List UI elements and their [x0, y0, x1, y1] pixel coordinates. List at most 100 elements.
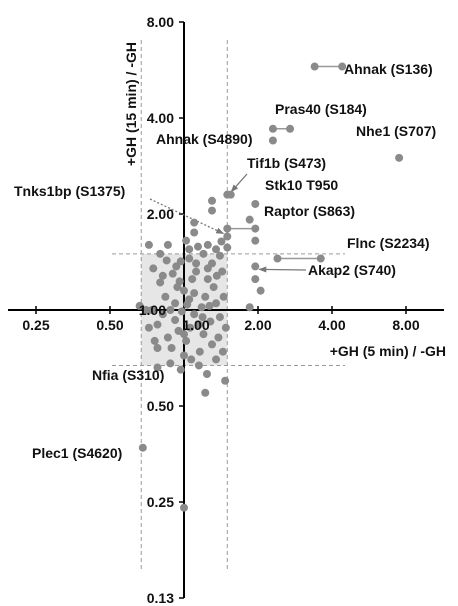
- labeled-data-point: [251, 224, 260, 233]
- data-point: [198, 313, 207, 322]
- data-point: [135, 301, 144, 310]
- labeled-data-point: [268, 136, 277, 145]
- data-point: [185, 245, 194, 254]
- data-point: [215, 251, 224, 260]
- data-point: [212, 271, 221, 280]
- data-point: [182, 236, 191, 245]
- data-point: [167, 344, 176, 353]
- data-point: [202, 369, 211, 378]
- data-point: [209, 283, 218, 292]
- data-point: [149, 264, 158, 273]
- x-tick-label: 1.00: [182, 317, 209, 333]
- data-point: [158, 310, 167, 319]
- x-tick-label: 0.25: [22, 317, 49, 333]
- labeled-data-point: [251, 199, 260, 208]
- data-point: [150, 336, 159, 345]
- data-point: [192, 267, 201, 276]
- data-point: [197, 303, 206, 312]
- data-point: [199, 249, 208, 258]
- labeled-data-point: [338, 62, 347, 71]
- data-point: [177, 307, 186, 316]
- data-point: [214, 333, 223, 342]
- data-point: [217, 237, 226, 246]
- labeled-data-point: [316, 254, 325, 263]
- data-point: [180, 351, 188, 360]
- y-tick-label: 4.00: [147, 110, 174, 126]
- data-point: [256, 286, 265, 295]
- labeled-data-point: [395, 153, 404, 162]
- data-point: [206, 317, 215, 326]
- x-tick-label: 2.00: [244, 317, 271, 333]
- data-point: [153, 344, 162, 353]
- data-point: [208, 196, 217, 205]
- label-arrow: [258, 266, 307, 273]
- data-point: [201, 292, 210, 301]
- data-point: [221, 376, 230, 385]
- data-point: [251, 236, 260, 245]
- point-label: Ahnak (S136): [344, 61, 433, 77]
- labeled-data-point: [251, 262, 260, 271]
- data-point: [212, 245, 221, 254]
- x-tick-label: 0.50: [96, 317, 123, 333]
- data-point: [162, 256, 171, 265]
- data-point: [221, 323, 230, 332]
- data-point: [203, 275, 212, 284]
- labeled-data-point: [286, 124, 295, 133]
- data-point: [190, 228, 199, 237]
- labeled-data-point: [273, 254, 282, 263]
- point-label: Nfia (S310): [92, 367, 164, 383]
- data-point: [180, 503, 188, 512]
- data-point: [144, 323, 153, 332]
- label-arrow: [230, 173, 248, 193]
- data-point: [193, 242, 202, 251]
- data-point: [187, 355, 196, 364]
- data-point: [141, 306, 150, 314]
- data-point: [245, 303, 254, 312]
- data-point: [223, 243, 232, 252]
- data-point: [180, 330, 188, 339]
- data-point: [208, 259, 217, 268]
- x-tick-label: 4.00: [318, 317, 345, 333]
- data-point: [168, 269, 177, 278]
- data-point: [166, 359, 175, 368]
- data-point: [188, 275, 197, 284]
- point-label: Pras40 (S184): [275, 101, 367, 117]
- y-tick-label: 0.50: [147, 398, 174, 414]
- data-point: [219, 292, 228, 301]
- data-point: [192, 259, 201, 268]
- point-label: Flnc (S2234): [347, 235, 429, 251]
- point-label: Ahnak (S4890): [156, 131, 252, 147]
- data-point: [172, 262, 181, 271]
- data-point: [201, 388, 210, 397]
- data-point: [175, 277, 184, 286]
- labeled-data-point: [153, 363, 162, 372]
- y-tick-label: 1.00: [139, 302, 166, 318]
- data-point: [163, 240, 172, 249]
- data-point: [208, 340, 217, 349]
- data-point: [195, 347, 204, 356]
- tick-labels-layer: 0.25 0.50 1.00 2.00 4.00 8.00 0.13 0.25 0.50 1.00…: [22, 14, 419, 606]
- data-point: [176, 365, 185, 374]
- data-point: [166, 306, 175, 314]
- data-point: [190, 289, 199, 298]
- point-label: Tnks1bp (S1375): [14, 183, 125, 199]
- point-label: Akap2 (S740): [308, 262, 396, 278]
- data-point: [251, 275, 260, 284]
- data-point: [158, 271, 167, 280]
- data-point: [194, 361, 203, 370]
- data-point: [144, 240, 153, 249]
- data-point: [190, 310, 199, 319]
- point-label: Stk10 T950: [265, 177, 338, 193]
- labeled-data-point: [223, 190, 232, 199]
- data-point: [203, 240, 212, 249]
- data-point: [212, 299, 221, 308]
- data-point: [156, 249, 165, 258]
- x-axis-title: +GH (5 min) / -GH: [330, 343, 446, 359]
- point-labels-layer: Ahnak (S136) Pras40 (S184) Ahnak (S4890) Nh…: [14, 61, 436, 461]
- data-point: [163, 333, 172, 342]
- labeled-data-point: [310, 62, 319, 71]
- point-label: Nhe1 (S707): [356, 123, 436, 139]
- data-point: [156, 278, 165, 287]
- labeled-data-point: [268, 124, 277, 133]
